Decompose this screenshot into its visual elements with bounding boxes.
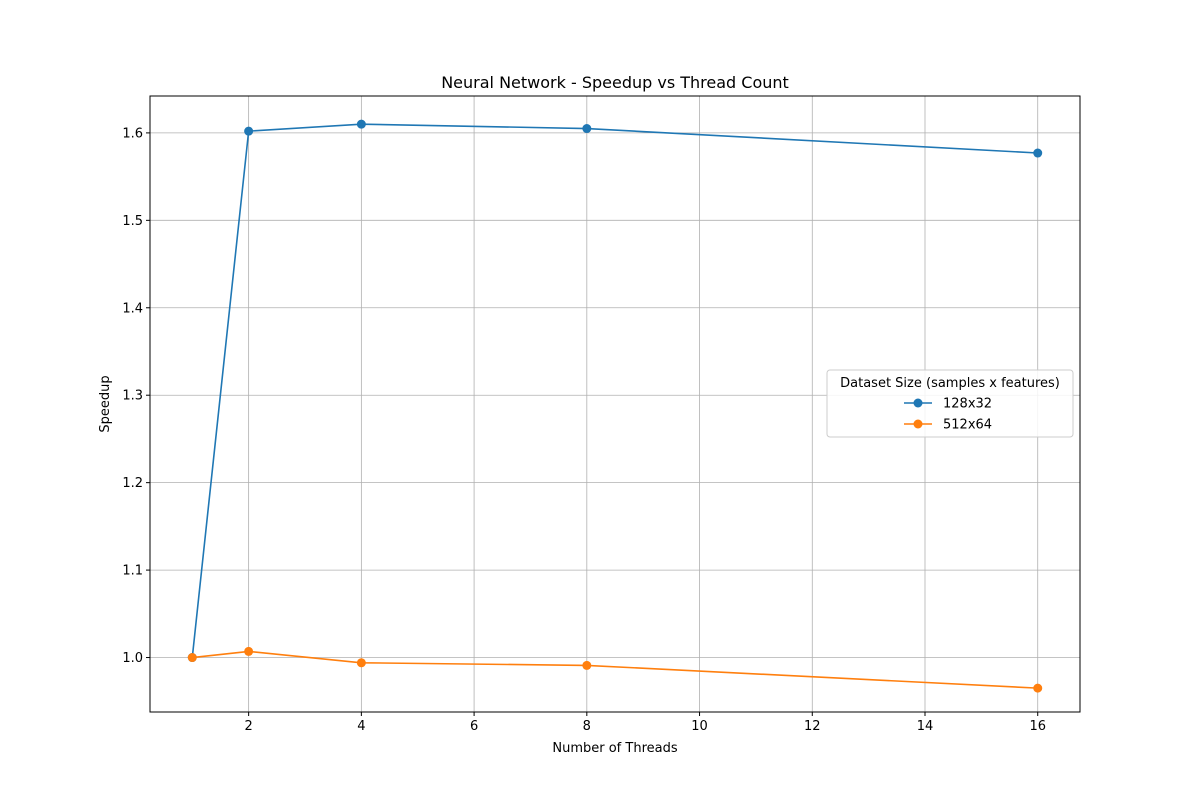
x-tick-label: 10 — [691, 719, 708, 734]
x-tick-label: 6 — [470, 719, 478, 734]
series-layer — [187, 119, 1043, 693]
data-point — [582, 124, 592, 134]
y-tick-label: 1.5 — [122, 214, 143, 229]
data-point — [582, 660, 592, 670]
data-point — [244, 126, 254, 136]
ticks: 2 4 6 8 10 12 14 16 1.0 1.1 1.2 1.3 1.4 1.5 1.6 — [122, 126, 1046, 734]
data-point — [1033, 683, 1043, 693]
x-axis-label: Number of Threads — [552, 741, 677, 756]
legend-label: 128x32 — [943, 397, 992, 412]
y-tick-label: 1.1 — [122, 564, 143, 579]
x-tick-label: 8 — [583, 719, 591, 734]
chart-title: Neural Network - Speedup vs Thread Count — [441, 73, 789, 92]
y-tick-label: 1.4 — [122, 301, 143, 316]
legend-box — [826, 369, 1074, 438]
legend-item-128x32: 128x32 — [904, 397, 992, 412]
legend-title: Dataset Size (samples x features) — [840, 376, 1060, 391]
data-point — [244, 646, 254, 656]
x-tick-label: 2 — [244, 719, 252, 734]
legend-label: 512x64 — [943, 418, 992, 433]
y-tick-label: 1.3 — [122, 389, 143, 404]
legend-items: 128x32 512x64 — [904, 397, 992, 433]
y-tick-label: 1.6 — [122, 126, 143, 141]
x-tick-label: 14 — [917, 719, 934, 734]
plot-area-frame — [149, 95, 1081, 713]
x-tick-label: 12 — [804, 719, 821, 734]
data-point — [1033, 148, 1043, 158]
x-tick-label: 16 — [1029, 719, 1046, 734]
series-512x64 — [187, 646, 1043, 693]
legend-item-512x64: 512x64 — [904, 418, 992, 433]
y-axis-label: Speedup — [98, 375, 113, 432]
data-point — [356, 658, 366, 668]
legend-marker — [913, 398, 923, 408]
y-tick-label: 1.2 — [122, 476, 143, 491]
x-tick-label: 4 — [357, 719, 365, 734]
data-point — [356, 119, 366, 129]
legend-marker — [913, 419, 923, 429]
legend: Dataset Size (samples x features) 128x32… — [826, 369, 1074, 438]
data-point — [187, 653, 197, 663]
y-tick-label: 1.0 — [122, 651, 143, 666]
